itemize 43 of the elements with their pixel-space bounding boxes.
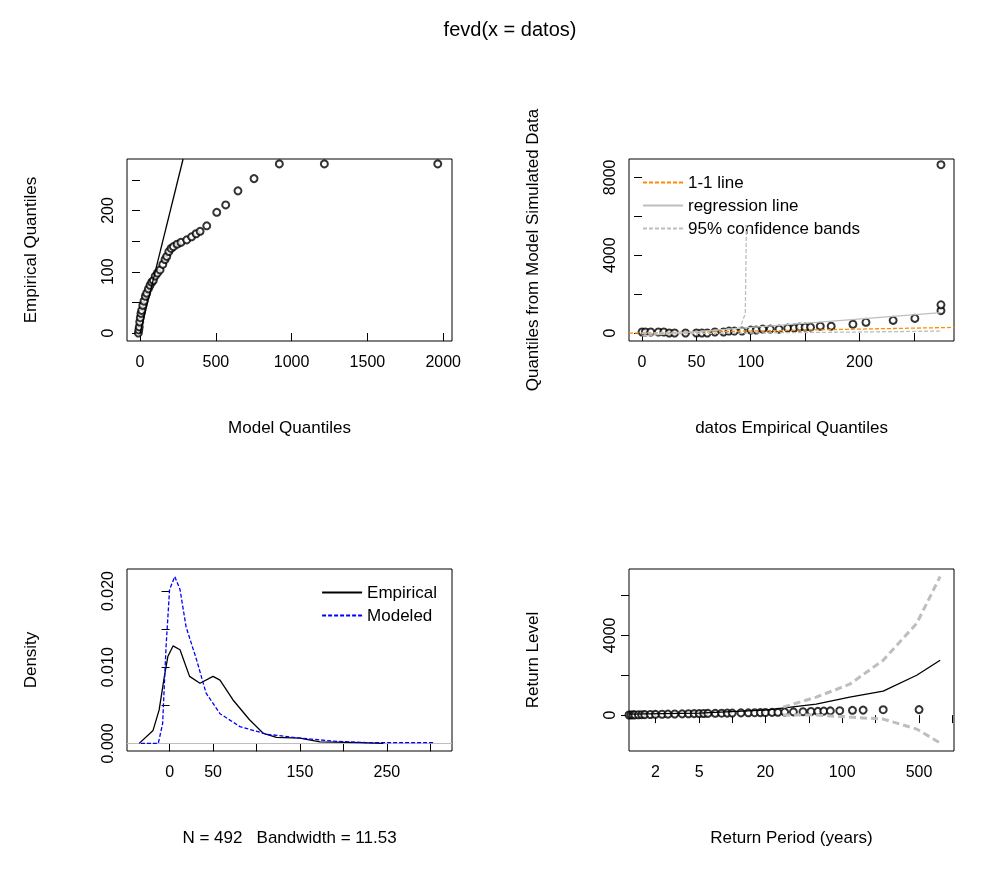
x-tick-label: 2000 [425,352,462,370]
y-axis-title: Density [21,631,40,689]
legend-label: 1-1 line [688,173,744,192]
text: fevd(x = datos) [442,18,578,41]
x-tick-label: 0 [637,352,647,370]
x-tick-label: 50 [687,352,706,370]
y-tick-label: 8000 [600,159,618,196]
x-tick-label: 200 [846,352,873,370]
y-tick-label: 0.010 [98,647,116,688]
y-axis-title: Return Level [523,611,542,709]
y-axis-title: Empirical Quantiles [21,176,40,324]
x-tick-label: 1000 [273,352,310,370]
x-tick-label: 0 [135,352,145,370]
x-tick-label: 0 [165,762,175,780]
x-tick-label: 500 [202,352,230,370]
y-tick-label: 0.020 [98,570,116,612]
x-axis-title: Return Period (years) [710,828,873,847]
x-tick-label: 2 [650,762,660,780]
x-tick-label: 250 [373,762,401,780]
x-tick-label: 500 [905,762,933,780]
x-tick-label: 100 [828,762,856,780]
legend-label: Empirical [367,583,438,602]
y-tick-label: 200 [98,197,116,224]
y-tick-label: 0 [98,328,116,338]
y-axis-title: Quantiles from Model Simulated Data [523,108,542,392]
x-tick-label: 50 [204,762,223,780]
x-axis-title: N = 492 Bandwidth = 11.53 [182,828,397,847]
x-tick-label: 20 [756,762,775,780]
y-tick-label: 0 [600,710,618,720]
y-tick-label: 4000 [600,617,618,654]
x-tick-label: 100 [737,352,765,370]
y-tick-label: 4000 [600,237,618,273]
x-tick-label: 1500 [349,352,386,370]
legend-label: regression line [688,196,799,215]
y-tick-label: 0 [600,328,618,338]
legend-label: Modeled [367,606,433,625]
y-tick-label: 0.000 [98,723,116,764]
x-tick-label: 150 [286,762,314,780]
y-tick-label: 100 [98,258,116,286]
x-tick-label: 5 [694,762,704,780]
x-axis-title: datos Empirical Quantiles [695,418,888,437]
legend-label: 95% confidence bands [688,219,861,238]
x-axis-title: Model Quantiles [228,418,351,437]
